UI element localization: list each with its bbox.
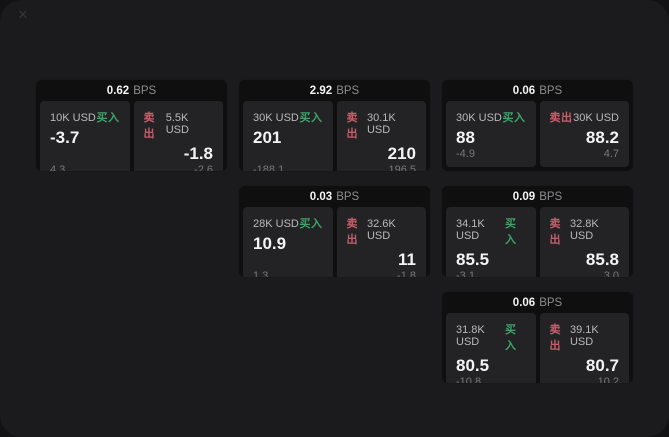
buy-label: 买入 xyxy=(505,324,517,352)
buy-price: 10.9 xyxy=(253,234,287,253)
sell-amount: 5.5K USD xyxy=(165,112,189,136)
card-header: 0.62 BPS xyxy=(36,80,227,101)
sell-delta: -1.8 xyxy=(397,269,416,278)
buy-label: 买入 xyxy=(299,112,323,124)
sell-panel[interactable]: 卖出 39.1K USD 80.7 10.2 xyxy=(539,313,629,384)
buy-delta: -188.1 xyxy=(253,163,285,172)
quote-card: 0.09 BPS 34.1K USD 买入 85.5 -3.1 卖出 32.8K… xyxy=(441,185,634,278)
sell-panel[interactable]: 卖出 30.1K USD 210 196.5 xyxy=(336,101,426,172)
buy-price: -3.7 xyxy=(50,128,80,147)
card-header: 0.03 BPS xyxy=(239,186,430,207)
buy-label: 买入 xyxy=(96,112,120,124)
sell-amount: 30K USD xyxy=(573,112,619,124)
sell-price: 210 xyxy=(387,144,416,163)
buy-panel[interactable]: 34.1K USD 买入 85.5 -3.1 xyxy=(446,207,536,278)
sell-label: 卖出 xyxy=(549,218,561,246)
buy-delta: -3.1 xyxy=(456,269,475,278)
card-panels: 31.8K USD 买入 80.5 -10.8 卖出 39.1K USD 80.… xyxy=(442,313,633,384)
sell-panel[interactable]: 卖出 30K USD 88.2 4.7 xyxy=(539,101,629,167)
buy-label: 买入 xyxy=(299,218,323,230)
buy-delta: -4.9 xyxy=(456,148,475,160)
sell-label: 卖出 xyxy=(549,112,573,124)
buy-amount: 10K USD xyxy=(50,112,96,124)
quote-card: 0.03 BPS 28K USD 买入 10.9 1.3 卖出 32.6K US… xyxy=(238,185,431,278)
buy-panel[interactable]: 31.8K USD 买入 80.5 -10.8 xyxy=(446,313,536,384)
card-panels: 34.1K USD 买入 85.5 -3.1 卖出 32.8K USD 85.8… xyxy=(442,207,633,278)
sell-amount: 39.1K USD xyxy=(569,324,599,348)
sell-price: 85.8 xyxy=(585,250,619,269)
sell-label: 卖出 xyxy=(143,112,155,140)
card-header: 0.06 BPS xyxy=(442,80,633,101)
card-header: 0.09 BPS xyxy=(442,186,633,207)
buy-delta: -10.8 xyxy=(456,375,482,384)
card-panels: 30K USD 买入 88 -4.9 卖出 30K USD 88.2 4.7 xyxy=(442,101,633,171)
quote-card: 0.06 BPS 31.8K USD 买入 80.5 -10.8 卖出 39.1… xyxy=(441,291,634,384)
buy-delta: 1.3 xyxy=(253,269,269,278)
sell-label: 卖出 xyxy=(346,218,358,246)
bps-unit-label: BPS xyxy=(539,84,563,97)
card-panels: 30K USD 买入 201 -188.1 卖出 30.1K USD 210 1… xyxy=(239,101,430,172)
sell-delta: 4.7 xyxy=(603,148,619,160)
buy-amount: 30K USD xyxy=(456,112,502,124)
buy-label: 买入 xyxy=(505,218,517,246)
sell-label: 卖出 xyxy=(346,112,358,140)
buy-panel[interactable]: 30K USD 买入 201 -188.1 xyxy=(243,101,333,172)
bps-unit-label: BPS xyxy=(133,84,157,97)
bps-value: 0.62 xyxy=(106,84,130,97)
sell-delta: 10.2 xyxy=(597,375,619,384)
bps-value: 0.03 xyxy=(309,190,333,203)
bps-unit-label: BPS xyxy=(539,296,563,309)
sell-delta: 196.5 xyxy=(388,163,416,172)
buy-amount: 30K USD xyxy=(253,112,299,124)
buy-label: 买入 xyxy=(502,112,526,124)
sell-amount: 30.1K USD xyxy=(366,112,396,136)
buy-panel[interactable]: 10K USD 买入 -3.7 4.3 xyxy=(40,101,130,172)
bps-unit-label: BPS xyxy=(336,84,360,97)
card-header: 2.92 BPS xyxy=(239,80,430,101)
sell-price: 88.2 xyxy=(585,128,619,147)
sell-delta: 3.0 xyxy=(603,269,619,278)
sell-price: 11 xyxy=(398,250,416,269)
sell-amount: 32.6K USD xyxy=(366,218,396,242)
bps-value: 2.92 xyxy=(309,84,333,97)
close-icon[interactable]: ✕ xyxy=(17,7,29,22)
quote-card: 0.62 BPS 10K USD 买入 -3.7 4.3 卖出 5.5K USD… xyxy=(35,79,228,172)
card-header: 0.06 BPS xyxy=(442,292,633,313)
sell-delta: -2.6 xyxy=(194,163,213,172)
sell-panel[interactable]: 卖出 5.5K USD -1.8 -2.6 xyxy=(133,101,223,172)
buy-price: 80.5 xyxy=(456,356,490,375)
buy-amount: 34.1K USD xyxy=(456,218,485,242)
buy-panel[interactable]: 30K USD 买入 88 -4.9 xyxy=(446,101,536,167)
sell-panel[interactable]: 卖出 32.6K USD 11 -1.8 xyxy=(336,207,426,278)
sell-amount: 32.8K USD xyxy=(569,218,599,242)
bps-value: 0.06 xyxy=(512,296,536,309)
card-panels: 10K USD 买入 -3.7 4.3 卖出 5.5K USD -1.8 -2.… xyxy=(36,101,227,172)
quote-card-grid: 0.62 BPS 10K USD 买入 -3.7 4.3 卖出 5.5K USD… xyxy=(35,79,634,384)
bps-value: 0.09 xyxy=(512,190,536,203)
buy-price: 88 xyxy=(456,128,475,147)
buy-amount: 28K USD xyxy=(253,218,299,230)
quote-card: 0.06 BPS 30K USD 买入 88 -4.9 卖出 30K USD 8… xyxy=(441,79,634,172)
buy-amount: 31.8K USD xyxy=(456,324,485,348)
sell-label: 卖出 xyxy=(549,324,561,352)
buy-delta: 4.3 xyxy=(50,163,66,172)
sell-price: -1.8 xyxy=(183,144,213,163)
buy-price: 201 xyxy=(253,128,282,147)
sell-panel[interactable]: 卖出 32.8K USD 85.8 3.0 xyxy=(539,207,629,278)
buy-panel[interactable]: 28K USD 买入 10.9 1.3 xyxy=(243,207,333,278)
bps-value: 0.06 xyxy=(512,84,536,97)
quote-card: 2.92 BPS 30K USD 买入 201 -188.1 卖出 30.1K … xyxy=(238,79,431,172)
sell-price: 80.7 xyxy=(585,356,619,375)
bps-unit-label: BPS xyxy=(336,190,360,203)
bps-unit-label: BPS xyxy=(539,190,563,203)
card-panels: 28K USD 买入 10.9 1.3 卖出 32.6K USD 11 -1.8 xyxy=(239,207,430,278)
buy-price: 85.5 xyxy=(456,250,490,269)
